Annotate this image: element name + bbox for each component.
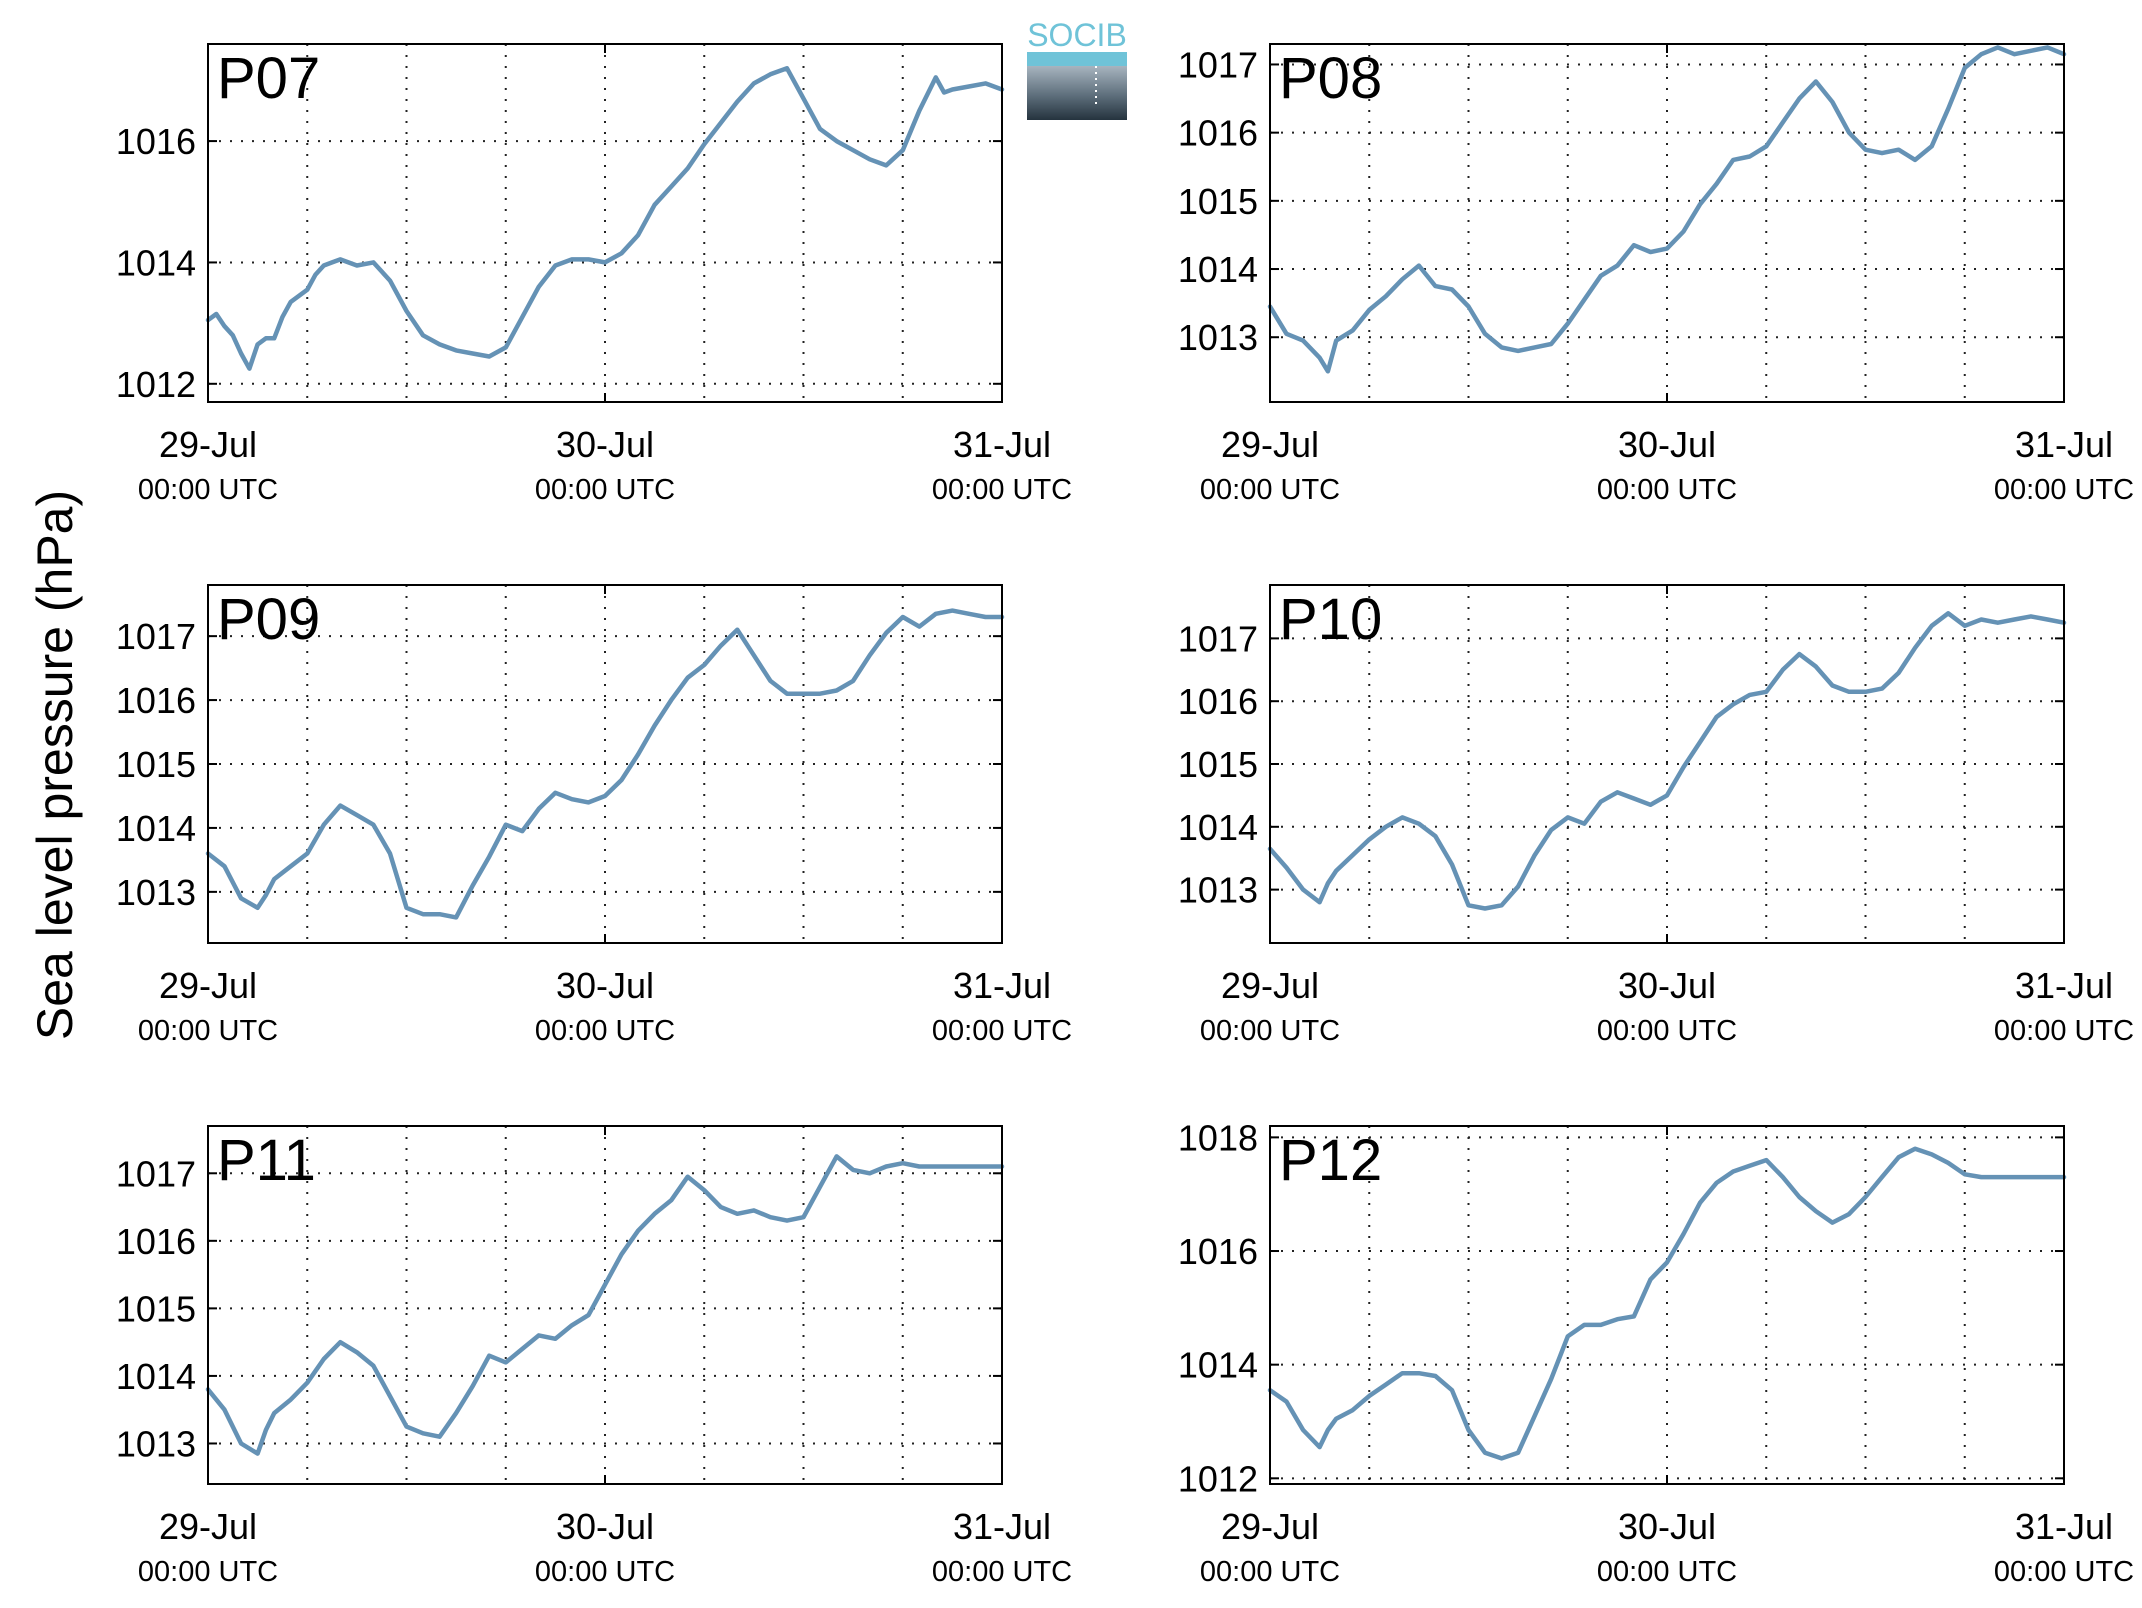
y-tick-label: 1014	[116, 1356, 196, 1397]
series-line-p09	[205, 608, 1005, 920]
y-tick-label: 1018	[1178, 1117, 1258, 1158]
x-tick-label-date: 31-Jul	[953, 424, 1051, 465]
station-label: P07	[217, 46, 320, 111]
x-tick-label-time: 00:00 UTC	[535, 1556, 675, 1588]
y-tick-label: 1014	[1178, 249, 1258, 290]
x-tick-label-date: 30-Jul	[1618, 424, 1716, 465]
y-tick-label: 1016	[1178, 113, 1258, 154]
x-tick-label-time: 00:00 UTC	[138, 1015, 278, 1047]
x-tick-label-time: 00:00 UTC	[138, 474, 278, 506]
panel-p08: 1013 1014 1015 1016 1017 29-Jul 00:00 UTC 30-Ju…	[1178, 43, 2134, 506]
panel-p09: 1013 1014 1015 1016 1017 29-Jul 00:00 UTC 30-Ju…	[116, 584, 1072, 1047]
y-tick-label: 1014	[1178, 807, 1258, 848]
station-label: P08	[1279, 46, 1382, 111]
y-tick-label: 1015	[116, 744, 196, 785]
y-tick-label: 1014	[1178, 1345, 1258, 1386]
x-tick-label-time: 00:00 UTC	[1994, 1556, 2134, 1588]
y-tick-label: 1016	[1178, 681, 1258, 722]
y-axis-label: Sea level pressure (hPa)	[27, 490, 83, 1040]
station-label: P10	[1279, 587, 1382, 652]
y-tick-label: 1017	[116, 616, 196, 657]
x-tick-label-date: 31-Jul	[2015, 1506, 2113, 1547]
y-tick-label: 1013	[1178, 870, 1258, 911]
y-tick-label: 1012	[1178, 1458, 1258, 1499]
y-tick-label: 1013	[1178, 317, 1258, 358]
panel-p10: 1013 1014 1015 1016 1017 29-Jul 00:00 UTC 30-Ju…	[1178, 584, 2134, 1047]
x-tick-label-time: 00:00 UTC	[1994, 1015, 2134, 1047]
y-tick-label: 1014	[116, 808, 196, 849]
x-tick-label-time: 00:00 UTC	[1597, 1015, 1737, 1047]
x-tick-label-date: 29-Jul	[1221, 424, 1319, 465]
series-line-p11	[205, 1154, 1005, 1456]
y-tick-label: 1016	[116, 680, 196, 721]
y-tick-label: 1017	[1178, 618, 1258, 659]
x-tick-label-date: 31-Jul	[2015, 965, 2113, 1006]
series-line-p08	[1267, 45, 2067, 374]
panel-p11: 1013 1014 1015 1016 1017 29-Jul 00:00 UTC 30-Ju…	[116, 1125, 1072, 1588]
y-tick-label: 1015	[1178, 181, 1258, 222]
x-tick-label-date: 30-Jul	[1618, 1506, 1716, 1547]
x-tick-label-time: 00:00 UTC	[1200, 474, 1340, 506]
socib-logo-text: SOCIB	[1027, 17, 1127, 53]
y-tick-label: 1014	[116, 242, 196, 283]
y-tick-label: 1016	[1178, 1231, 1258, 1272]
x-tick-label-time: 00:00 UTC	[932, 1556, 1072, 1588]
x-tick-label-time: 00:00 UTC	[535, 1015, 675, 1047]
x-tick-label-date: 30-Jul	[556, 965, 654, 1006]
panels: 1012 1014 1016 29-Jul 00:00 UTC 30-Jul 00:00 U…	[116, 43, 2134, 1588]
x-tick-label-date: 31-Jul	[2015, 424, 2113, 465]
x-tick-label-date: 29-Jul	[159, 424, 257, 465]
y-tick-label: 1016	[116, 121, 196, 162]
y-tick-label: 1013	[116, 872, 196, 913]
socib-logo-block	[1027, 66, 1127, 120]
x-tick-label-date: 30-Jul	[556, 1506, 654, 1547]
y-tick-label: 1013	[116, 1423, 196, 1464]
x-tick-label-date: 29-Jul	[159, 1506, 257, 1547]
station-label: P12	[1279, 1128, 1382, 1193]
series-line-p10	[1267, 611, 2067, 911]
x-tick-label-date: 30-Jul	[556, 424, 654, 465]
panel-p07: 1012 1014 1016 29-Jul 00:00 UTC 30-Jul 00:00 U…	[116, 43, 1072, 506]
y-tick-label: 1012	[116, 364, 196, 405]
series-line-p07	[205, 66, 1005, 371]
x-tick-label-date: 29-Jul	[1221, 1506, 1319, 1547]
y-tick-label: 1016	[116, 1221, 196, 1262]
station-label: P11	[217, 1128, 316, 1193]
x-tick-label-time: 00:00 UTC	[1994, 474, 2134, 506]
x-tick-label-time: 00:00 UTC	[1200, 1015, 1340, 1047]
x-tick-label-date: 31-Jul	[953, 965, 1051, 1006]
x-tick-label-time: 00:00 UTC	[535, 474, 675, 506]
station-label: P09	[217, 587, 320, 652]
x-tick-label-time: 00:00 UTC	[1597, 474, 1737, 506]
x-tick-label-date: 29-Jul	[159, 965, 257, 1006]
x-tick-label-date: 29-Jul	[1221, 965, 1319, 1006]
socib-logo-band	[1027, 52, 1127, 66]
x-tick-label-time: 00:00 UTC	[138, 1556, 278, 1588]
x-tick-label-time: 00:00 UTC	[1597, 1556, 1737, 1588]
x-tick-label-time: 00:00 UTC	[932, 474, 1072, 506]
y-tick-label: 1015	[116, 1288, 196, 1329]
socib-logo: SOCIB	[1027, 17, 1127, 120]
y-tick-label: 1017	[1178, 44, 1258, 85]
x-tick-label-time: 00:00 UTC	[1200, 1556, 1340, 1588]
panel-p12: 1012 1014 1016 1018 29-Jul 00:00 UTC 30-Jul 00:…	[1178, 1117, 2134, 1588]
x-tick-label-date: 30-Jul	[1618, 965, 1716, 1006]
x-tick-label-time: 00:00 UTC	[932, 1015, 1072, 1047]
y-tick-label: 1017	[116, 1153, 196, 1194]
series-line-p12	[1267, 1146, 2067, 1461]
y-tick-label: 1015	[1178, 744, 1258, 785]
x-tick-label-date: 31-Jul	[953, 1506, 1051, 1547]
